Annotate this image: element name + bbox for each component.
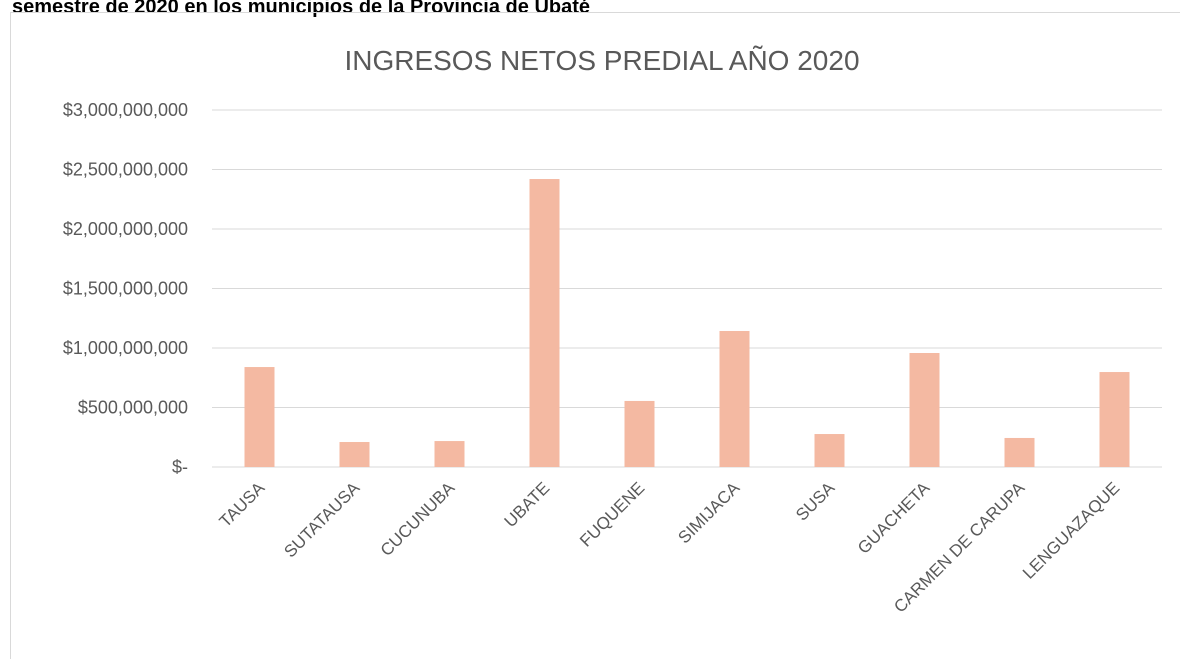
bar xyxy=(1004,437,1035,467)
chart-frame xyxy=(10,12,1180,659)
x-tick-label: SUTATAUSA xyxy=(280,478,363,561)
bar xyxy=(339,442,370,467)
y-tick-label: $- xyxy=(172,457,188,477)
bar xyxy=(244,367,275,467)
y-tick-label: $1,000,000,000 xyxy=(63,338,188,358)
bar xyxy=(909,352,940,467)
x-tick-label: LENGUAZAQUE xyxy=(1019,478,1123,582)
y-tick-label: $1,500,000,000 xyxy=(63,279,188,299)
x-tick-label: SIMIJACA xyxy=(674,478,743,547)
bar xyxy=(434,441,465,467)
bar xyxy=(719,330,750,467)
x-tick-label: CUCUNUBA xyxy=(377,478,459,560)
x-tick-label: TAUSA xyxy=(216,478,269,531)
y-tick-label: $500,000,000 xyxy=(78,398,188,418)
x-tick-label: UBATE xyxy=(501,478,554,531)
y-tick-label: $2,500,000,000 xyxy=(63,160,188,180)
y-tick-label: $3,000,000,000 xyxy=(63,100,188,120)
bar xyxy=(624,400,655,467)
heading: semestre de 2020 en los municipios de la… xyxy=(12,0,590,18)
x-tick-label: FUQUENE xyxy=(576,478,648,550)
chart-title: INGRESOS NETOS PREDIAL AÑO 2020 xyxy=(344,45,859,76)
bar xyxy=(529,179,560,467)
bar xyxy=(1099,372,1130,467)
x-tick-label: SUSA xyxy=(792,478,839,525)
bar xyxy=(814,434,845,467)
x-tick-label: GUACHETA xyxy=(854,478,934,558)
y-tick-label: $2,000,000,000 xyxy=(63,219,188,239)
